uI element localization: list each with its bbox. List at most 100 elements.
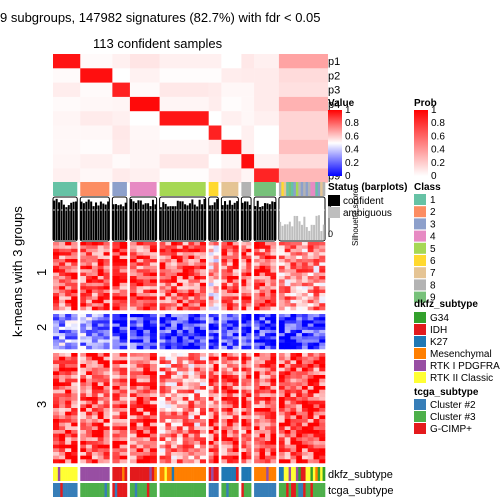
- heatmap-cell: [213, 255, 219, 260]
- heatmap-cell: [232, 314, 239, 318]
- heatmap-cell: [319, 353, 326, 357]
- heatmap-cell: [313, 333, 320, 337]
- heatmap-cell: [264, 367, 271, 372]
- heatmap-cell: [143, 455, 151, 460]
- tcga-subtype-cell: [215, 483, 219, 497]
- heatmap-cell: [194, 320, 201, 324]
- silhouette-bar: [144, 203, 147, 240]
- heatmap-cell: [270, 320, 277, 324]
- heatmap-cell: [246, 400, 252, 405]
- heatmap-cell: [176, 320, 183, 324]
- heatmap-cell: [176, 336, 183, 340]
- heatmap-cell: [65, 317, 72, 321]
- heatmap-cell: [284, 317, 291, 321]
- dkfz-legend-label: Mesenchymal: [430, 349, 492, 360]
- heatmap-cell: [284, 323, 291, 328]
- heatmap-cell: [86, 411, 93, 416]
- heatmap-cell: [182, 272, 189, 277]
- heatmap-cell: [182, 367, 189, 372]
- heatmap-cell: [103, 422, 110, 427]
- heatmap-cell: [227, 259, 234, 263]
- heatmap-cell: [129, 255, 137, 260]
- heatmap-cell: [71, 378, 78, 383]
- heatmap-cell: [65, 314, 72, 318]
- heatmap-cell: [143, 393, 151, 398]
- heatmap-cell: [71, 303, 78, 307]
- heatmap-cell: [182, 245, 189, 250]
- heatmap-cell: [307, 419, 314, 423]
- heatmap-cell: [284, 329, 291, 334]
- heatmap-cell: [290, 303, 297, 307]
- tcga-subtype-cell: [119, 483, 123, 497]
- dkfz-subtype-cell: [89, 467, 93, 481]
- heatmap-cell: [278, 296, 285, 301]
- heatmap-cell: [284, 276, 291, 280]
- heatmap-cell: [270, 364, 277, 368]
- heatmap-cell: [284, 255, 291, 260]
- heatmap-cell: [213, 378, 219, 383]
- heatmap-cell: [246, 364, 252, 368]
- heatmap-cell: [246, 342, 252, 347]
- heatmap-cell: [143, 415, 151, 420]
- heatmap-cell: [119, 371, 128, 376]
- heatmap-cell: [241, 422, 247, 427]
- heatmap-cell: [176, 293, 183, 297]
- heatmap-cell: [307, 393, 314, 398]
- tcga-subtype-cell: [134, 483, 138, 497]
- heatmap-cell: [91, 459, 99, 464]
- heatmap-cell: [199, 279, 206, 284]
- heatmap-cell: [71, 326, 78, 331]
- heatmap-cell: [80, 293, 87, 297]
- heatmap-cell: [119, 393, 128, 398]
- heatmap-cell: [171, 400, 178, 405]
- heatmap-cell: [149, 242, 157, 246]
- heatmap-cell: [176, 437, 183, 442]
- heatmap-cell: [290, 411, 297, 416]
- heatmap-cell: [159, 262, 166, 267]
- heatmap-cell: [71, 282, 78, 287]
- heatmap-cell: [143, 404, 151, 409]
- silhouette-bar: [164, 203, 167, 240]
- heatmap-cell: [129, 444, 137, 449]
- heatmap-cell: [221, 430, 228, 434]
- heatmap-cell: [221, 242, 228, 246]
- heatmap-cell: [307, 262, 314, 267]
- heatmap-cell: [143, 282, 151, 287]
- heatmap-cell: [290, 419, 297, 423]
- tcga-subtype-cell: [223, 483, 227, 497]
- heatmap-cell: [246, 441, 252, 445]
- heatmap-cell: [254, 282, 260, 287]
- heatmap-cell: [270, 317, 277, 321]
- heatmap-cell: [136, 242, 144, 246]
- heatmap-cell: [103, 419, 110, 423]
- heatmap-cell: [296, 259, 303, 263]
- heatmap-cell: [65, 326, 72, 331]
- heatmap-cell: [143, 345, 151, 350]
- heatmap-cell: [129, 382, 137, 387]
- heatmap-cell: [65, 245, 72, 250]
- dkfz-legend-swatch: [414, 336, 426, 347]
- heatmap-cell: [176, 289, 183, 294]
- silhouette-bar: [184, 204, 187, 240]
- heatmap-cell: [284, 299, 291, 304]
- silhouette-bar: [60, 200, 63, 240]
- prob-cell: [254, 126, 279, 140]
- heatmap-cell: [171, 452, 178, 456]
- heatmap-cell: [176, 345, 183, 350]
- heatmap-cell: [296, 296, 303, 301]
- heatmap-cell: [59, 248, 66, 253]
- prob-cell: [80, 154, 113, 169]
- heatmap-cell: [296, 262, 303, 267]
- heatmap-cell: [65, 437, 72, 442]
- heatmap-cell: [86, 248, 93, 253]
- heatmap-cell: [221, 459, 228, 464]
- dkfz-subtype-cell: [137, 467, 140, 481]
- heatmap-cell: [319, 444, 326, 449]
- heatmap-cell: [194, 252, 201, 256]
- status-legend-swatch: [328, 207, 340, 218]
- heatmap-cell: [296, 459, 303, 464]
- heatmap-cell: [290, 360, 297, 365]
- heatmap-cell: [221, 353, 228, 357]
- heatmap-cell: [270, 393, 277, 398]
- heatmap-cell: [103, 255, 110, 260]
